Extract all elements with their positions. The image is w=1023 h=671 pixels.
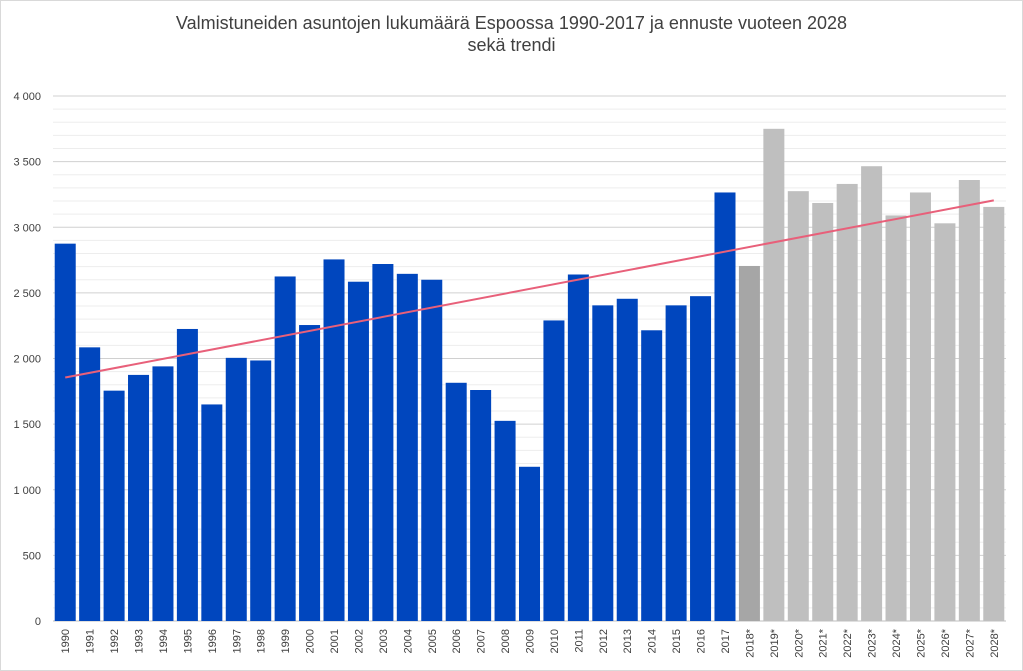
chart-title-line-1: Valmistuneiden asuntojen lukumäärä Espoo… [175, 13, 848, 33]
x-tick-label: 2009 [525, 629, 537, 653]
x-tick-label: 1994 [158, 629, 170, 653]
bar-1995 [176, 328, 198, 621]
x-tick-label: 2022* [842, 628, 854, 657]
y-tick-label: 0 [35, 616, 41, 628]
trend-line [65, 199, 994, 379]
x-tick-label: 1999 [280, 629, 292, 653]
bar-1994 [152, 366, 174, 621]
x-tick-label: 1992 [109, 629, 121, 653]
x-tick-label: 2001 [329, 629, 341, 653]
bar-2015 [665, 305, 687, 621]
y-tick-label: 2 500 [13, 288, 41, 300]
x-tick-label: 2017 [720, 629, 732, 653]
bar-1996 [201, 404, 223, 621]
bars [54, 128, 1005, 621]
y-tick-label: 500 [23, 550, 41, 562]
bar-2021* [812, 202, 834, 621]
bar-1991 [79, 347, 101, 621]
x-tick-label: 2003 [378, 629, 390, 653]
bar-2009 [518, 466, 541, 621]
bar-2027* [958, 180, 980, 621]
x-tick-label: 2021* [818, 628, 830, 657]
chart-title-line-2: sekä trendi [467, 35, 556, 55]
x-tick-label: 1993 [134, 629, 146, 653]
bar-1992 [103, 390, 125, 621]
x-axis-ticks: 1990 1991 1992 1993 1994 1995 1996 1997 1998 1999… [60, 628, 1001, 657]
bar-2011 [567, 274, 589, 621]
y-tick-label: 4 000 [13, 91, 41, 103]
x-tick-label: 2014 [647, 629, 659, 653]
x-tick-label: 2023* [867, 628, 879, 657]
y-tick-label: 3 500 [13, 157, 41, 169]
bar-2022* [836, 183, 858, 621]
bar-2017 [714, 192, 736, 621]
x-tick-label: 1995 [182, 629, 194, 653]
bar-2018* [738, 265, 760, 621]
y-axis-ticks: 0 500 1 000 1 500 2 000 2 500 3 000 3 500 4 000 [13, 91, 41, 628]
bar-1999 [274, 276, 296, 621]
bar-2006 [445, 382, 467, 621]
bar-2010 [543, 320, 565, 621]
bar-2008 [494, 420, 516, 621]
x-tick-label: 2025* [915, 628, 927, 657]
bar-2016 [690, 296, 712, 621]
bar-2028* [983, 206, 1005, 621]
x-tick-label: 2024* [891, 628, 903, 657]
x-tick-label: 2008 [500, 629, 512, 653]
x-tick-label: 2012 [598, 629, 610, 653]
x-tick-label: 2027* [964, 628, 976, 657]
bar-2019* [763, 128, 785, 621]
y-tick-label: 1 500 [13, 419, 41, 431]
bar-2012 [592, 305, 614, 621]
y-tick-label: 2 000 [13, 354, 41, 366]
x-tick-label: 2000 [305, 629, 317, 653]
chart-title: Valmistuneiden asuntojen lukumäärä Espoo… [0, 12, 1023, 56]
x-tick-label: 2026* [940, 628, 952, 657]
bar-2024* [885, 215, 907, 621]
x-tick-label: 1998 [256, 629, 268, 653]
y-tick-label: 1 000 [13, 485, 41, 497]
x-tick-label: 1991 [85, 629, 97, 653]
x-tick-label: 2019* [769, 628, 781, 657]
x-tick-label: 2006 [451, 629, 463, 653]
bar-2001 [323, 259, 345, 621]
bar-2003 [372, 264, 394, 621]
bar-2025* [909, 192, 931, 621]
bar-2014 [641, 330, 663, 621]
bar-2026* [934, 223, 956, 621]
x-tick-label: 2028* [989, 628, 1001, 657]
x-tick-label: 2005 [427, 629, 439, 653]
bar-2002 [347, 281, 369, 621]
bar-1997 [225, 357, 247, 621]
bar-2000 [299, 325, 321, 621]
x-tick-label: 2010 [549, 629, 561, 653]
x-tick-label: 1996 [207, 629, 219, 653]
x-tick-label: 2004 [402, 629, 414, 653]
x-tick-label: 2007 [476, 629, 488, 653]
bar-2005 [421, 279, 443, 621]
x-tick-label: 1997 [231, 629, 243, 653]
x-tick-label: 2013 [622, 629, 634, 653]
bar-2023* [861, 166, 883, 621]
bar-2004 [396, 273, 418, 621]
bar-1993 [128, 374, 150, 621]
y-tick-label: 3 000 [13, 222, 41, 234]
x-tick-label: 2002 [353, 629, 365, 653]
trendline [65, 199, 994, 379]
bar-2020* [787, 191, 809, 621]
bar-2013 [616, 298, 638, 621]
x-tick-label: 2018* [744, 628, 756, 657]
x-tick-label: 1990 [60, 629, 72, 653]
x-tick-label: 2016 [696, 629, 708, 653]
bar-1998 [250, 360, 272, 621]
x-tick-label: 2011 [573, 629, 585, 653]
x-tick-label: 2020* [793, 628, 805, 657]
x-tick-label: 2015 [671, 629, 683, 653]
bar-1990 [54, 243, 76, 621]
bar-2007 [470, 390, 492, 621]
